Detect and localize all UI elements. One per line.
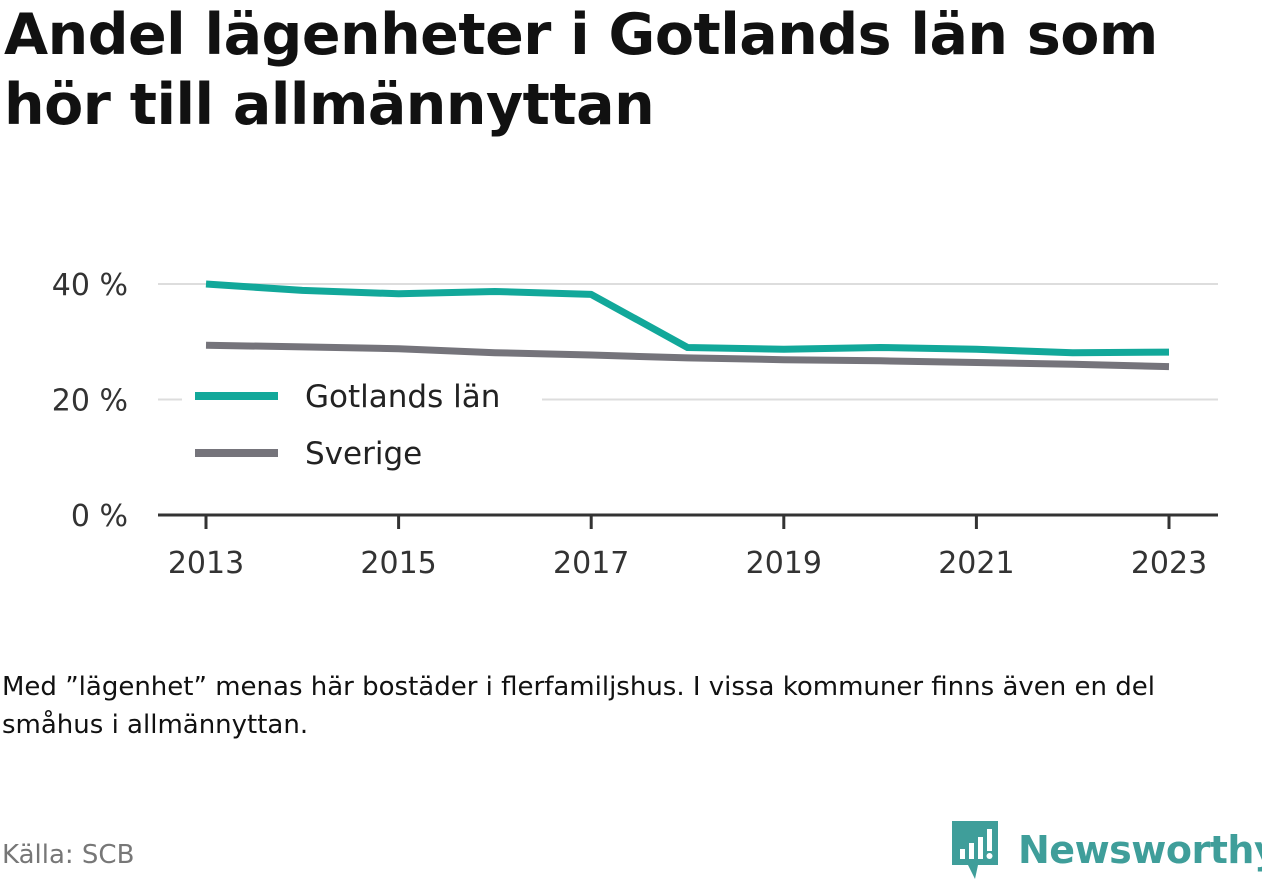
y-tick-label: 40 % [52, 268, 128, 303]
x-tick-label: 2017 [553, 546, 629, 581]
series-line [205, 341, 1170, 371]
legend-background [182, 372, 542, 484]
newsworthy-logo-icon [952, 821, 998, 879]
chart-title: Andel lägenheter i Gotlands län som hör … [4, 2, 1158, 138]
source-label: Källa: SCB [2, 840, 135, 870]
x-tick-label: 2021 [938, 546, 1014, 581]
y-tick-label: 20 % [52, 384, 128, 419]
legend-label: Gotlands län [305, 379, 500, 415]
brand-logo: Newsworthy [950, 818, 1262, 882]
brand-name: Newsworthy [1018, 828, 1262, 872]
legend: Gotlands län Sverige [182, 372, 542, 484]
x-tick-label: 2019 [746, 546, 822, 581]
series-lines [205, 280, 1170, 371]
series-line [205, 280, 1170, 357]
y-axis-tick-labels: 0 % 20 % 40 % [52, 268, 128, 534]
legend-label: Sverige [305, 436, 422, 472]
chart-note: Med ”lägenhet” menas här bostäder i fler… [2, 672, 1155, 740]
x-axis: 2013 2015 2017 2019 2021 2023 [158, 513, 1218, 581]
x-tick-label: 2013 [168, 546, 244, 581]
x-tick-label: 2015 [360, 546, 436, 581]
x-tick-label: 2023 [1131, 546, 1207, 581]
y-tick-label: 0 % [71, 499, 128, 534]
